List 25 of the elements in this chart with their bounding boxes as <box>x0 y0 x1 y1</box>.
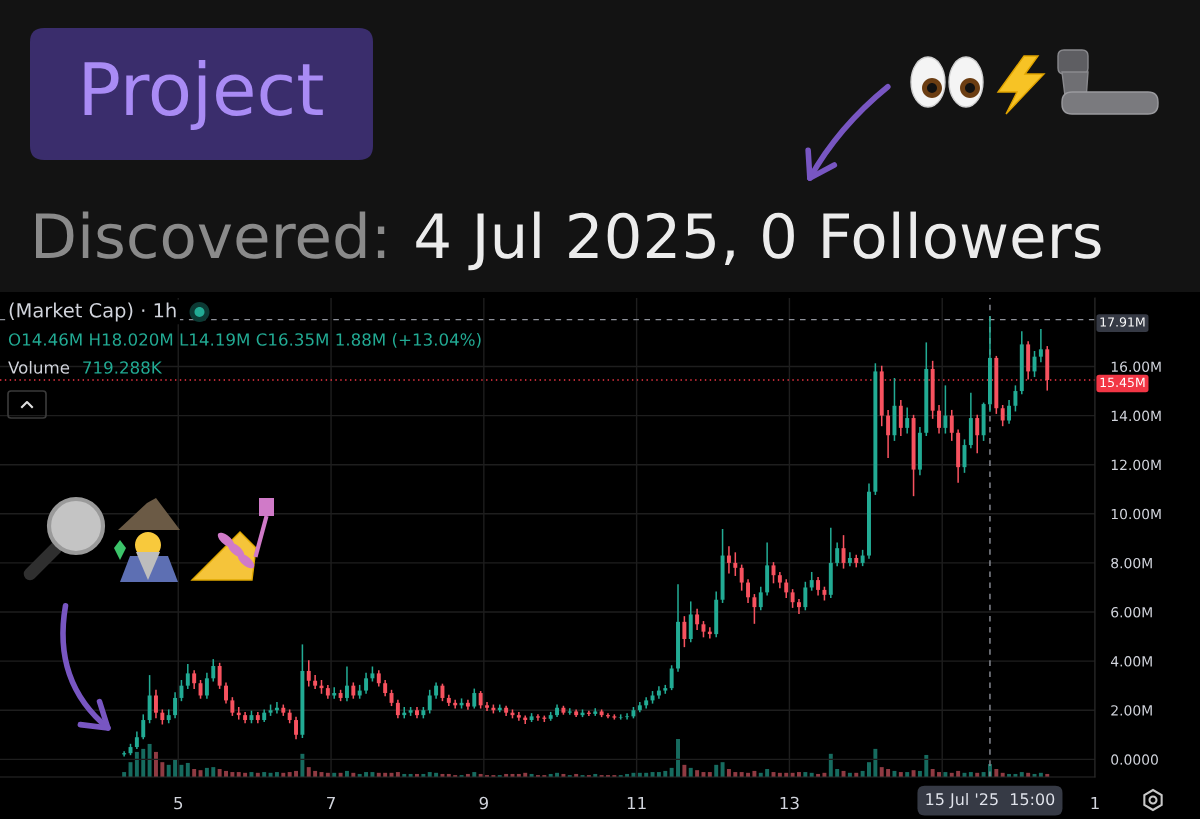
x-tick-label: 11 <box>627 796 646 810</box>
text: Discovered: <box>36 211 385 259</box>
y-tick-label: 2.00M <box>1111 705 1152 716</box>
y-tick-label: 14.00M <box>1111 410 1161 422</box>
x-tick-label: 9 <box>479 796 488 810</box>
y-tick-label: 6.00M <box>1111 606 1152 618</box>
x-tick-label: 1 <box>1091 796 1099 810</box>
x-tick-label: 13 <box>780 796 799 810</box>
y-tick-label: 0.0000 <box>1111 754 1158 765</box>
y-tick-label: 4.00M <box>1110 656 1152 667</box>
chart-title: (Market Cap) · 1h <box>9 302 176 322</box>
y-tick-label: 8.00M <box>1111 557 1152 569</box>
text: 4 Jul 2025, 0 Followers <box>416 211 1101 271</box>
annotation: Volume <box>8 360 70 374</box>
y-tick-label: 12.00M <box>1111 459 1161 471</box>
ref-line-label: 15 Jul '25 15:00 <box>926 792 1055 809</box>
text: Project <box>84 60 323 130</box>
y-tick-label: 16.00M <box>1111 361 1161 372</box>
annotation: 719.288K <box>83 361 163 374</box>
x-tick-label: 7 <box>327 796 335 810</box>
ref-line-label: 15.45M <box>1100 377 1145 388</box>
y-tick-label: 10.00M <box>1111 508 1161 520</box>
text: O14.46M H18.020M L14.19M C16.35M 1.88M (+13.04%) <box>8 332 481 348</box>
x-tick-label: 5 <box>174 796 183 810</box>
ref-line-label: 17.91M <box>1100 317 1145 327</box>
